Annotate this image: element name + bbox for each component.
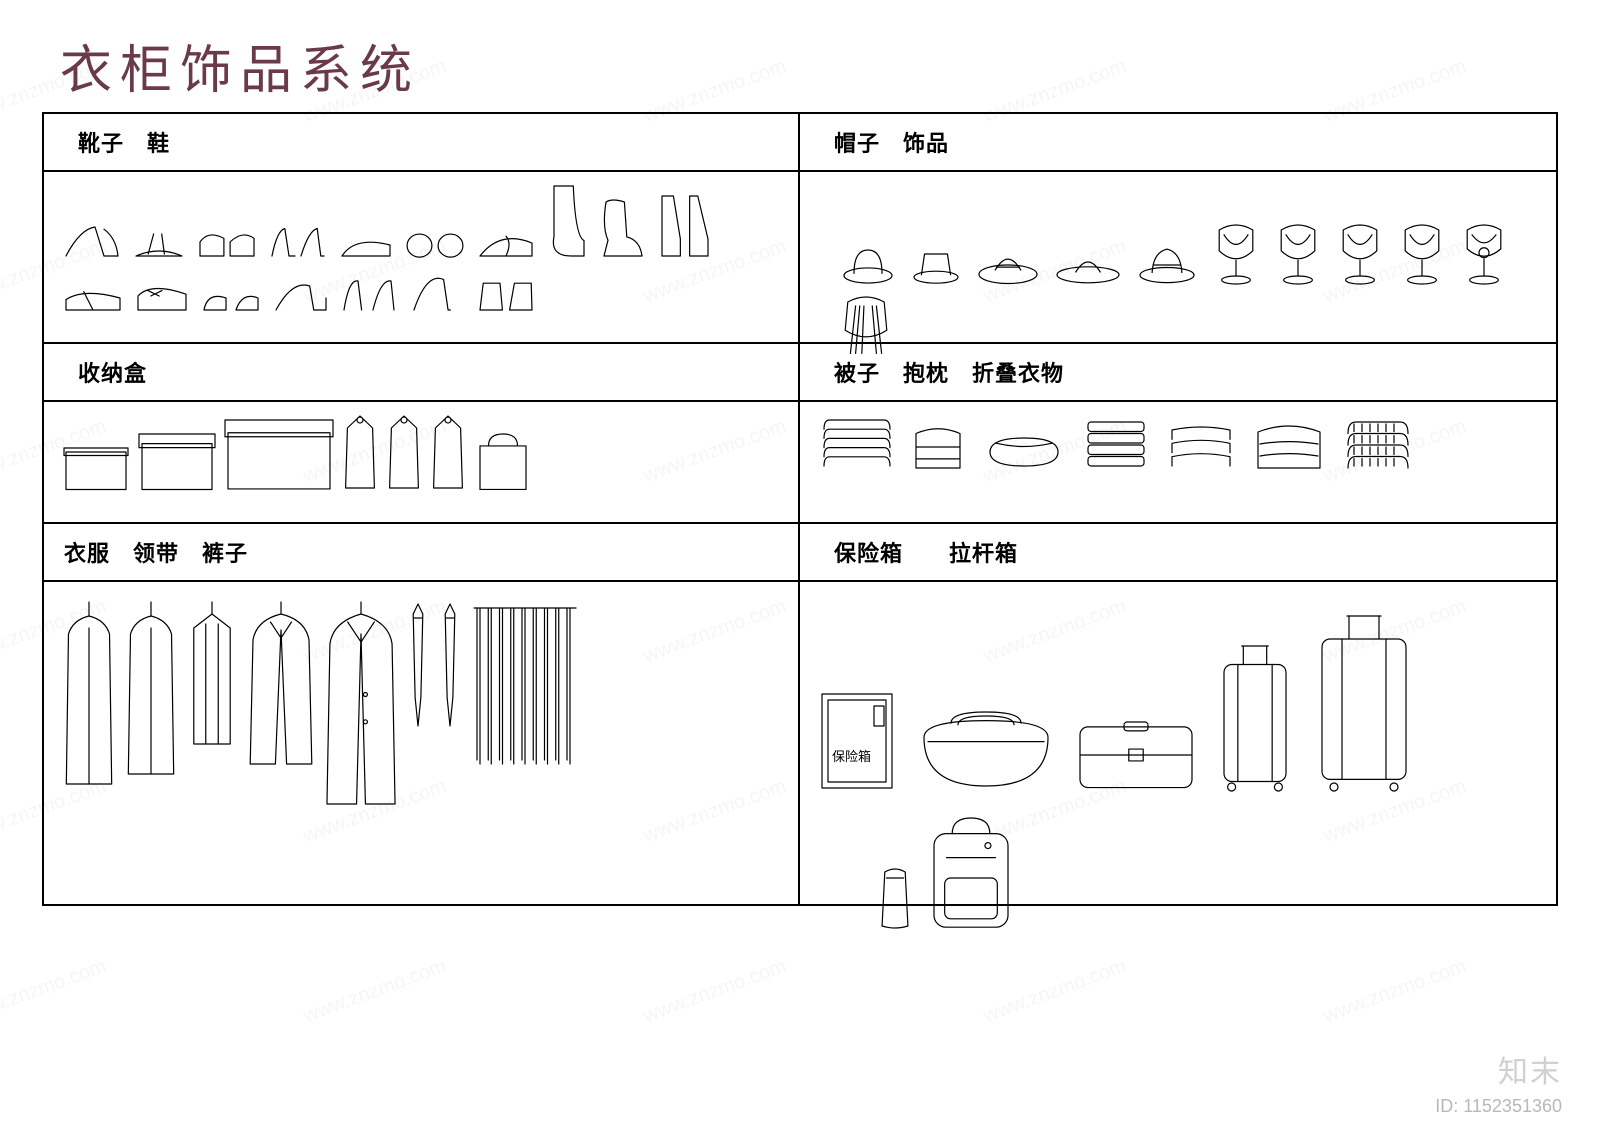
watermark-repeat: www.znzmo.com xyxy=(301,955,450,1028)
slip-on-icon xyxy=(476,226,536,260)
watermark-repeat: www.znzmo.com xyxy=(641,955,790,1028)
necklace5-icon xyxy=(1460,222,1508,286)
briefcase-icon xyxy=(1076,718,1196,792)
safe-luggage-content: 保险箱 xyxy=(800,582,1556,940)
garment-bag2-icon xyxy=(386,412,422,492)
pump-shoe-icon xyxy=(272,274,330,314)
bucket-hat-icon xyxy=(910,246,962,286)
oxford-shoe-icon xyxy=(62,282,124,314)
hanging-coat2-icon xyxy=(124,600,178,780)
page-title: 衣柜饰品系统 xyxy=(60,28,420,103)
necklace3-icon xyxy=(1336,222,1384,286)
sandal-icon xyxy=(132,228,186,260)
pillow-icon xyxy=(982,430,1066,474)
folded-sheet-icon xyxy=(910,420,966,474)
header-boots-shoes: 靴子 鞋 xyxy=(44,114,800,172)
header-label: 被子 抱枕 折叠衣物 xyxy=(834,356,1064,388)
folded-clothes-icon xyxy=(1166,418,1236,474)
clothes-content xyxy=(44,582,798,818)
header-label: 保险箱 拉杆箱 xyxy=(834,536,1018,568)
header-label: 收纳盒 xyxy=(78,356,147,388)
lace-shoe-icon xyxy=(134,278,190,314)
heel-pair2-icon xyxy=(340,270,400,314)
boots-shoes-content xyxy=(44,172,798,322)
header-label: 帽子 饰品 xyxy=(834,126,949,158)
stiletto-icon xyxy=(410,268,466,314)
header-safe-luggage: 保险箱 拉杆箱 xyxy=(800,524,1556,582)
header-label: 靴子 鞋 xyxy=(78,126,170,158)
watermark-repeat: www.znzmo.com xyxy=(0,955,109,1028)
necklace4-icon xyxy=(1398,222,1446,286)
wedge-pair-icon xyxy=(476,270,536,314)
tote-bag-icon xyxy=(474,428,532,492)
necklace-stand-icon xyxy=(1212,222,1260,286)
watermark-repeat: www.znzmo.com xyxy=(1321,955,1470,1028)
header-storage: 收纳盒 xyxy=(44,344,800,402)
sun-hat-icon xyxy=(976,244,1040,286)
suitcase-small-icon xyxy=(1216,642,1294,792)
wardrobe-grid: 靴子 鞋 帽子 饰品 收纳盒 被子 抱枕 折叠衣物 衣服 领 xyxy=(42,112,1558,906)
fedora-icon xyxy=(1136,244,1198,286)
folded-shirts-icon xyxy=(1082,416,1150,474)
cowboy-boot-icon xyxy=(598,194,646,260)
box-medium-icon xyxy=(138,430,216,492)
watermark-logo: 知末 xyxy=(1498,1047,1562,1091)
bowler-hat-icon xyxy=(840,244,896,286)
flat-shoe-icon xyxy=(338,230,394,260)
sneaker-pair-icon xyxy=(196,224,258,260)
boot-pair-icon xyxy=(656,190,714,260)
hats-jewelry-content xyxy=(800,172,1556,368)
heels-pair-icon xyxy=(268,218,328,260)
suitcase-large-icon xyxy=(1314,612,1414,792)
garment-bag-icon xyxy=(342,412,378,492)
watermark-id: ID: 1152351360 xyxy=(1435,1096,1562,1117)
hanging-pants-icon xyxy=(470,600,580,770)
hanging-coat-icon xyxy=(62,600,116,790)
towel-stack-icon xyxy=(818,412,894,474)
flat-pair-icon xyxy=(200,282,262,314)
pouch-icon xyxy=(878,862,912,932)
box-small-icon xyxy=(62,442,130,492)
wide-hat-icon xyxy=(1054,246,1122,286)
backpack-icon xyxy=(924,812,1018,932)
loafer-pair-icon xyxy=(404,224,466,260)
header-label: 衣服 领带 裤子 xyxy=(64,536,248,568)
bedding-content xyxy=(800,402,1556,482)
hanging-shirt-icon xyxy=(186,600,238,750)
watermark-repeat: www.znzmo.com xyxy=(981,955,1130,1028)
necklace2-icon xyxy=(1274,222,1322,286)
header-clothes: 衣服 领带 裤子 xyxy=(44,524,800,582)
garment-bag3-icon xyxy=(430,412,466,492)
box-large-icon xyxy=(224,416,334,492)
necktie2-icon xyxy=(438,600,462,730)
tall-boot-icon xyxy=(546,182,588,260)
folded-pile-icon xyxy=(1252,414,1326,474)
storage-content xyxy=(44,402,798,500)
heel-shoe-icon xyxy=(62,216,122,260)
duffel-bag-icon xyxy=(916,708,1056,792)
hanging-jacket-icon xyxy=(246,600,316,770)
header-bedding: 被子 抱枕 折叠衣物 xyxy=(800,344,1556,402)
hanging-blazer-icon xyxy=(324,600,398,810)
sweater-stack-icon xyxy=(1342,416,1414,474)
header-hats-jewelry: 帽子 饰品 xyxy=(800,114,1556,172)
necktie-icon xyxy=(406,600,430,730)
safe-box-icon: 保险箱 xyxy=(818,690,896,792)
